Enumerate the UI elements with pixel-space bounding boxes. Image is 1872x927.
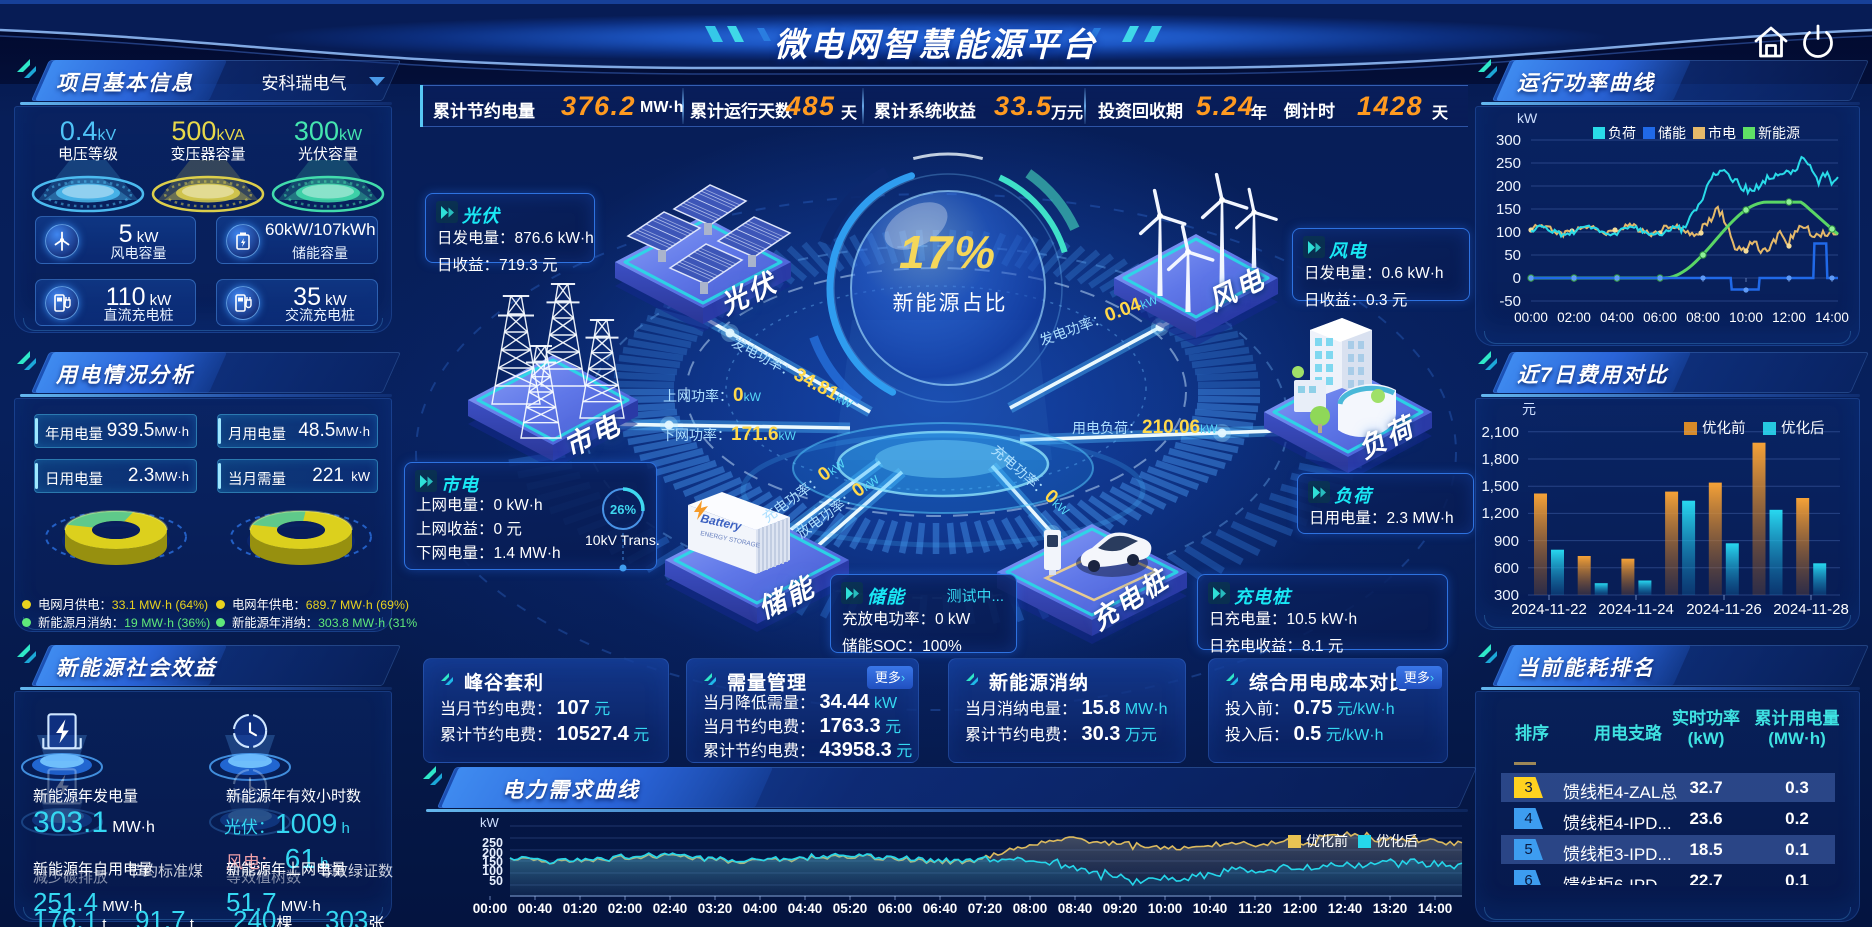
svg-text:13:20: 13:20 — [1373, 901, 1408, 916]
svg-text:1,500: 1,500 — [1481, 478, 1519, 495]
svg-text:08:00: 08:00 — [1686, 310, 1720, 325]
svg-text:05:20: 05:20 — [833, 901, 868, 916]
svg-text:-50: -50 — [1499, 293, 1521, 310]
svg-text:新能源: 新能源 — [1758, 125, 1800, 141]
svg-text:08:00: 08:00 — [1013, 901, 1048, 916]
svg-text:02:00: 02:00 — [1557, 310, 1591, 325]
svg-text:kW: kW — [480, 815, 500, 830]
svg-text:01:20: 01:20 — [563, 901, 598, 916]
svg-text:12:40: 12:40 — [1328, 901, 1363, 916]
svg-text:10:00: 10:00 — [1148, 901, 1183, 916]
svg-text:200: 200 — [1496, 178, 1521, 195]
svg-text:06:00: 06:00 — [878, 901, 913, 916]
svg-text:14:00: 14:00 — [1418, 901, 1453, 916]
svg-text:2024-11-22: 2024-11-22 — [1511, 601, 1587, 618]
svg-text:2024-11-24: 2024-11-24 — [1598, 601, 1674, 618]
svg-text:26%: 26% — [610, 502, 636, 517]
svg-text:优化前: 优化前 — [1306, 833, 1348, 849]
svg-text:元: 元 — [1522, 401, 1536, 417]
svg-text:1,800: 1,800 — [1481, 451, 1519, 468]
svg-text:100: 100 — [482, 864, 503, 878]
svg-text:50: 50 — [1504, 247, 1521, 264]
svg-text:04:00: 04:00 — [1600, 310, 1634, 325]
svg-text:优化前: 优化前 — [1702, 420, 1746, 437]
svg-text:17%: 17% — [899, 226, 997, 278]
svg-text:600: 600 — [1494, 560, 1519, 577]
svg-text:07:20: 07:20 — [968, 901, 1003, 916]
svg-text:12:00: 12:00 — [1772, 310, 1806, 325]
svg-text:1,200: 1,200 — [1481, 505, 1519, 522]
svg-text:优化后: 优化后 — [1781, 420, 1825, 437]
svg-text:50: 50 — [489, 874, 503, 888]
svg-text:04:00: 04:00 — [743, 901, 778, 916]
svg-text:03:20: 03:20 — [698, 901, 733, 916]
svg-text:100: 100 — [1496, 224, 1521, 241]
svg-text:Battery: Battery — [699, 511, 744, 534]
svg-text:10:00: 10:00 — [1729, 310, 1763, 325]
svg-text:02:40: 02:40 — [653, 901, 688, 916]
svg-text:14:00: 14:00 — [1815, 310, 1849, 325]
svg-text:0: 0 — [1513, 270, 1521, 287]
svg-text:市电: 市电 — [1708, 125, 1736, 141]
svg-text:储能: 储能 — [1658, 125, 1686, 141]
svg-text:2,100: 2,100 — [1481, 424, 1519, 441]
svg-text:02:00: 02:00 — [608, 901, 643, 916]
svg-text:150: 150 — [482, 855, 503, 869]
svg-text:kW: kW — [1517, 110, 1538, 126]
svg-text:00:00: 00:00 — [473, 901, 508, 916]
svg-text:优化后: 优化后 — [1376, 833, 1418, 849]
svg-text:00:40: 00:40 — [518, 901, 553, 916]
svg-text:10:40: 10:40 — [1193, 901, 1228, 916]
svg-text:12:00: 12:00 — [1283, 901, 1318, 916]
svg-text:06:40: 06:40 — [923, 901, 958, 916]
svg-text:11:20: 11:20 — [1238, 901, 1272, 916]
svg-text:负荷: 负荷 — [1608, 125, 1636, 141]
svg-text:新能源占比: 新能源占比 — [893, 292, 1008, 315]
svg-text:900: 900 — [1494, 533, 1519, 550]
svg-text:250: 250 — [1496, 155, 1521, 172]
svg-text:2024-11-28: 2024-11-28 — [1773, 601, 1849, 618]
svg-text:00:00: 00:00 — [1514, 310, 1548, 325]
svg-text:150: 150 — [1496, 201, 1521, 218]
svg-text:200: 200 — [482, 846, 503, 860]
svg-text:ENERGY STORAGE: ENERGY STORAGE — [700, 530, 762, 550]
svg-text:06:00: 06:00 — [1643, 310, 1677, 325]
svg-text:250: 250 — [482, 836, 503, 850]
svg-text:300: 300 — [1496, 132, 1521, 149]
svg-text:2024-11-26: 2024-11-26 — [1686, 601, 1762, 618]
svg-text:09:20: 09:20 — [1103, 901, 1138, 916]
svg-text:04:40: 04:40 — [788, 901, 823, 916]
svg-text:300: 300 — [1494, 587, 1519, 604]
svg-text:08:40: 08:40 — [1058, 901, 1093, 916]
